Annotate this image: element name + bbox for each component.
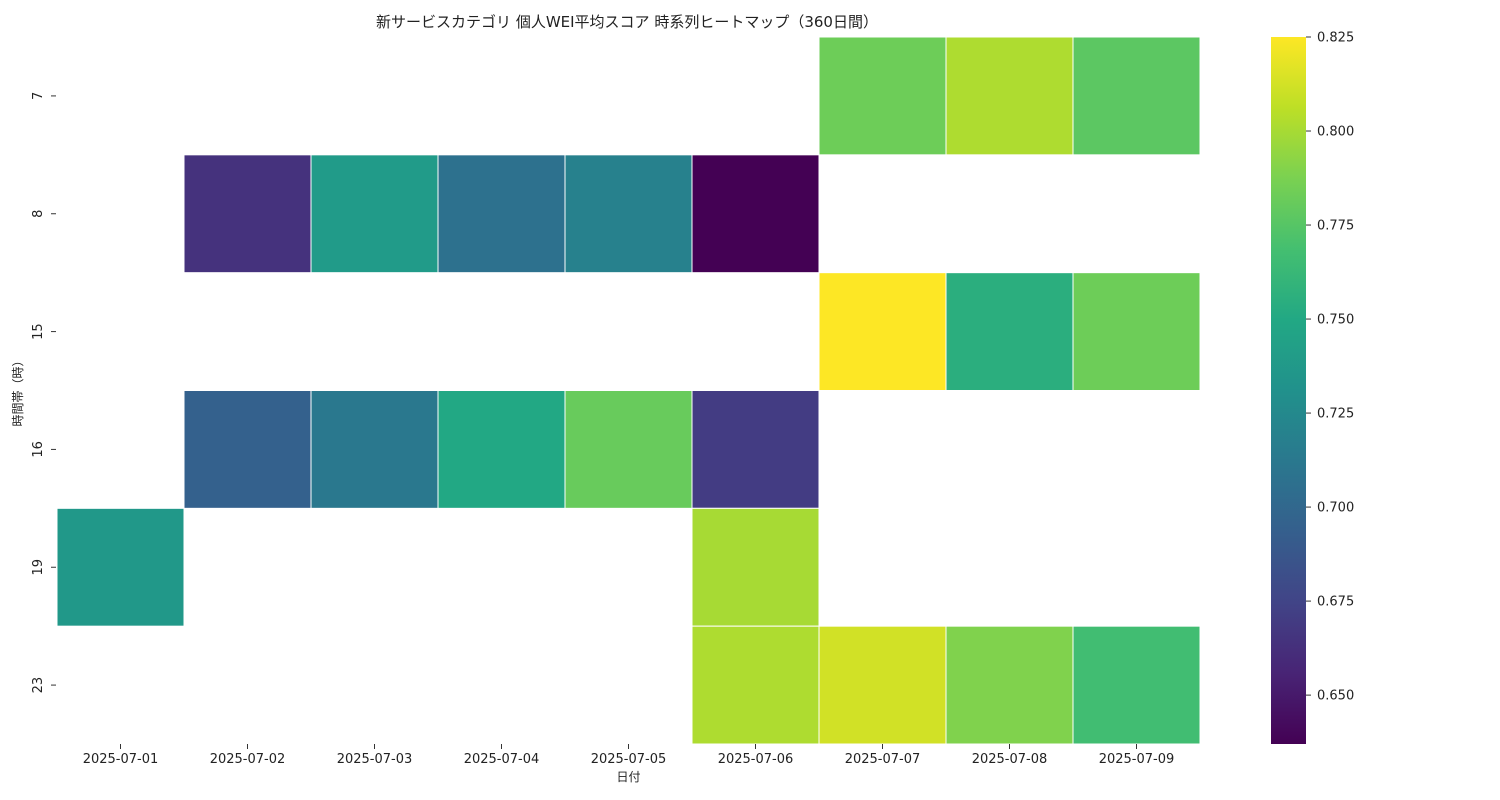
colorbar-ticks: 0.650 0.675 0.700 0.725 0.750 0.775 0.800 0.825 — [1306, 31, 1354, 704]
chart-title: 新サービスカテゴリ 個人WEI平均スコア 時系列ヒートマップ（360日間） — [376, 13, 878, 31]
heatmap-cell — [945, 272, 1074, 391]
y-tick-label: 23 — [31, 677, 46, 694]
x-tick-label: 2025-07-07 — [845, 752, 921, 767]
x-tick-label: 2025-07-02 — [210, 752, 286, 767]
colorbar-tick-label: 0.675 — [1317, 595, 1354, 610]
x-tick-label: 2025-07-04 — [464, 752, 540, 767]
heatmap-cell — [310, 154, 439, 274]
y-tick-label: 16 — [31, 441, 46, 458]
heatmap-cell — [1072, 36, 1201, 156]
y-tick-label: 15 — [31, 323, 46, 340]
heatmap-cell — [183, 390, 312, 509]
colorbar-tick-label: 0.825 — [1317, 31, 1354, 46]
y-tick-label: 19 — [31, 559, 46, 576]
x-tick-label: 2025-07-05 — [591, 752, 667, 767]
colorbar — [1271, 37, 1306, 744]
colorbar-tick-label: 0.775 — [1317, 219, 1354, 234]
heatmap-cell — [818, 625, 947, 745]
x-tick-label: 2025-07-08 — [972, 752, 1048, 767]
heatmap-cell — [818, 36, 947, 156]
heatmap-cell — [437, 154, 566, 274]
colorbar-tick-label: 0.700 — [1317, 501, 1354, 516]
heatmap-cell — [691, 390, 820, 509]
x-axis-label: 日付 — [616, 770, 640, 784]
x-tick-label: 2025-07-09 — [1099, 752, 1175, 767]
heatmap-cell — [183, 154, 312, 274]
colorbar-tick-label: 0.800 — [1317, 125, 1354, 140]
y-axis-ticks: 7 8 15 16 19 23 — [31, 92, 56, 694]
heatmap-cell — [691, 507, 820, 627]
heatmap-cell — [437, 390, 566, 509]
x-tick-label: 2025-07-03 — [337, 752, 413, 767]
heatmap-cell — [691, 154, 820, 274]
heatmap-cell — [691, 625, 820, 745]
colorbar-tick-label: 0.750 — [1317, 313, 1354, 328]
heatmap-cell — [818, 272, 947, 391]
colorbar-tick-label: 0.725 — [1317, 407, 1354, 422]
heatmap-cell — [564, 154, 693, 274]
y-axis-label: 時間帯（時） — [11, 354, 25, 426]
heatmap-cell — [56, 507, 185, 627]
colorbar-tick-label: 0.650 — [1317, 689, 1354, 704]
heatmap-cell — [1072, 625, 1201, 745]
x-axis-ticks: 2025-07-01 2025-07-02 2025-07-03 2025-07-04… — [83, 744, 1175, 767]
heatmap-cell — [1072, 272, 1201, 391]
heatmap-cell — [945, 36, 1074, 156]
heatmap-cells — [56, 36, 1201, 745]
heatmap-cell — [945, 625, 1074, 745]
heatmap-cell — [310, 390, 439, 509]
x-tick-label: 2025-07-01 — [83, 752, 159, 767]
y-tick-label: 7 — [31, 92, 46, 100]
x-tick-label: 2025-07-06 — [718, 752, 794, 767]
y-tick-label: 8 — [31, 210, 46, 218]
heatmap-cell — [564, 390, 693, 509]
